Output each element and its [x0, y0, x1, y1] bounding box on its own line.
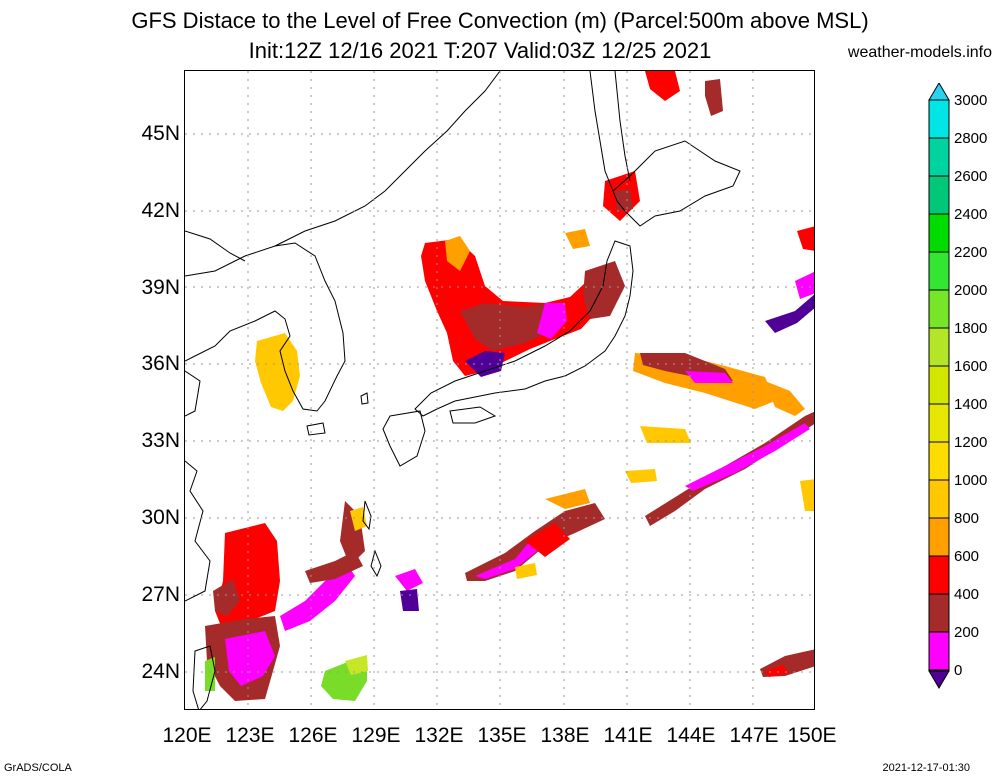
colorbar-label: 1600 — [954, 358, 988, 375]
colorbar-cell — [928, 403, 950, 443]
lon-label-150e: 150E — [787, 724, 837, 747]
colorbar-cell — [928, 631, 950, 671]
colorbar — [928, 83, 950, 689]
graticule — [185, 71, 814, 709]
colorbar-cells — [928, 99, 950, 671]
lat-label-36n: 36N — [141, 352, 180, 375]
lon-label-135e: 135E — [477, 724, 527, 747]
colorbar-label: 1200 — [954, 434, 988, 451]
lat-label-27n: 27N — [141, 583, 180, 606]
lat-label-30n: 30N — [141, 506, 180, 529]
footer-software: GrADS/COLA — [4, 762, 72, 774]
colorbar-cell — [928, 479, 950, 519]
colorbar-label: 800 — [954, 510, 980, 527]
lat-label-39n: 39N — [141, 276, 180, 299]
lon-label-123e: 123E — [225, 724, 275, 747]
colorbar-label: 600 — [954, 548, 980, 565]
colorbar-label: 2400 — [954, 206, 988, 223]
colorbar-label: 0 — [954, 662, 963, 679]
colorbar-cell — [928, 593, 950, 633]
lon-label-138e: 138E — [540, 724, 590, 747]
colorbar-cell — [928, 213, 950, 253]
colorbar-label: 1800 — [954, 320, 988, 337]
colorbar-label: 1400 — [954, 396, 988, 413]
colorbar-cell — [928, 175, 950, 215]
colorbar-label: 3000 — [954, 92, 988, 109]
colorbar-cell — [928, 441, 950, 481]
colorbar-cell — [928, 289, 950, 329]
colorbar-label: 1000 — [954, 472, 988, 489]
lon-label-147e: 147E — [729, 724, 779, 747]
colorbar-label: 2600 — [954, 168, 988, 185]
site-credit[interactable]: weather-models.info — [847, 44, 992, 61]
colorbar-cell — [928, 365, 950, 405]
colorbar-top-arrow — [928, 83, 950, 101]
colorbar-label: 400 — [954, 586, 980, 603]
colorbar-cell — [928, 137, 950, 177]
colorbar-cell — [928, 251, 950, 291]
lon-label-120e: 120E — [162, 724, 212, 747]
lon-label-129e: 129E — [351, 724, 401, 747]
lat-label-33n: 33N — [141, 429, 180, 452]
lon-label-144e: 144E — [666, 724, 716, 747]
colorbar-label: 2000 — [954, 282, 988, 299]
colorbar-label: 2800 — [954, 130, 988, 147]
lon-label-132e: 132E — [414, 724, 464, 747]
map-title: GFS Distace to the Level of Free Convect… — [131, 8, 869, 33]
lfc-field — [205, 71, 814, 701]
colorbar-cell — [928, 555, 950, 595]
footer-timestamp: 2021-12-17-01:30 — [882, 762, 970, 774]
colorbar-cell — [928, 99, 950, 139]
map-canvas — [185, 71, 814, 709]
lat-label-24n: 24N — [141, 660, 180, 683]
lon-label-126e: 126E — [288, 724, 338, 747]
colorbar-cell — [928, 327, 950, 367]
map-panel — [184, 70, 815, 710]
map-subtitle: Init:12Z 12/16 2021 T:207 Valid:03Z 12/2… — [248, 38, 712, 63]
lat-label-42n: 42N — [141, 199, 180, 222]
coastlines — [185, 71, 741, 709]
colorbar-label: 2200 — [954, 244, 988, 261]
lat-label-45n: 45N — [141, 122, 180, 145]
lon-label-141e: 141E — [603, 724, 653, 747]
colorbar-label: 200 — [954, 624, 980, 641]
colorbar-cell — [928, 517, 950, 557]
colorbar-bottom-arrow — [928, 670, 950, 689]
